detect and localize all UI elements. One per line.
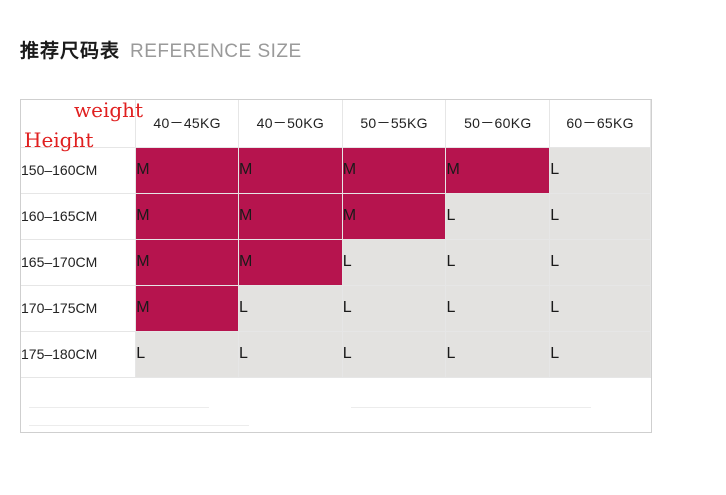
size-cell: L: [445, 239, 551, 286]
faint-divider: [29, 425, 249, 426]
page-title-chinese: 推荐尺码表: [20, 40, 121, 62]
table-row: 160–165CM M M M L L: [21, 193, 651, 240]
size-cell: L: [445, 193, 551, 240]
weight-header: 50－60KG: [445, 100, 551, 148]
weight-axis-label: weight: [74, 98, 144, 122]
size-cell: L: [549, 147, 651, 194]
size-cell: M: [135, 193, 239, 240]
corner-cell: weight Height: [21, 98, 143, 152]
size-cell: M: [135, 147, 239, 194]
faint-divider: [29, 407, 209, 408]
weight-header: 50－55KG: [342, 100, 447, 148]
size-cell: M: [135, 239, 239, 286]
size-cell: M: [238, 147, 343, 194]
height-header: 175–180CM: [21, 331, 137, 378]
table-row: 175–180CM L L L L L: [21, 331, 651, 378]
height-header: 170–175CM: [21, 285, 137, 332]
size-cell: L: [238, 285, 343, 332]
size-cell: L: [238, 331, 343, 378]
height-axis-label: Height: [24, 128, 94, 152]
height-header: 165–170CM: [21, 239, 137, 286]
size-cell: L: [549, 193, 651, 240]
size-table: weight Height 40－45KG 40－50KG 50－55KG 50…: [21, 98, 651, 378]
weight-header: 60－65KG: [549, 100, 651, 148]
page-title-english: REFERENCE SIZE: [130, 41, 302, 62]
size-cell: M: [135, 285, 239, 332]
size-cell: M: [238, 193, 343, 240]
table-row: 170–175CM M L L L L: [21, 285, 651, 332]
size-cell: L: [549, 285, 651, 332]
size-cell: M: [342, 193, 447, 240]
size-cell: L: [549, 331, 651, 378]
size-cell: L: [342, 285, 447, 332]
size-cell: L: [445, 285, 551, 332]
page-header: 推荐尺码表 REFERENCE SIZE: [20, 36, 302, 63]
size-cell: L: [342, 331, 447, 378]
weight-header: 40－50KG: [238, 100, 343, 148]
weight-header: 40－45KG: [135, 100, 239, 148]
size-cell: M: [238, 239, 343, 286]
size-cell: L: [342, 239, 447, 286]
height-header: 160–165CM: [21, 193, 137, 240]
height-header: 150–160CM: [21, 147, 137, 194]
size-cell: L: [135, 331, 239, 378]
size-chart: weight Height 40－45KG 40－50KG 50－55KG 50…: [20, 98, 652, 433]
faint-divider: [351, 407, 591, 408]
size-cell: M: [445, 147, 551, 194]
size-cell: M: [342, 147, 447, 194]
size-cell: L: [445, 331, 551, 378]
table-row: 150–160CM M M M M L: [21, 147, 651, 194]
weight-header-row: weight Height 40－45KG 40－50KG 50－55KG 50…: [21, 98, 651, 152]
size-cell: L: [549, 239, 651, 286]
table-row: 165–170CM M M L L L: [21, 239, 651, 286]
